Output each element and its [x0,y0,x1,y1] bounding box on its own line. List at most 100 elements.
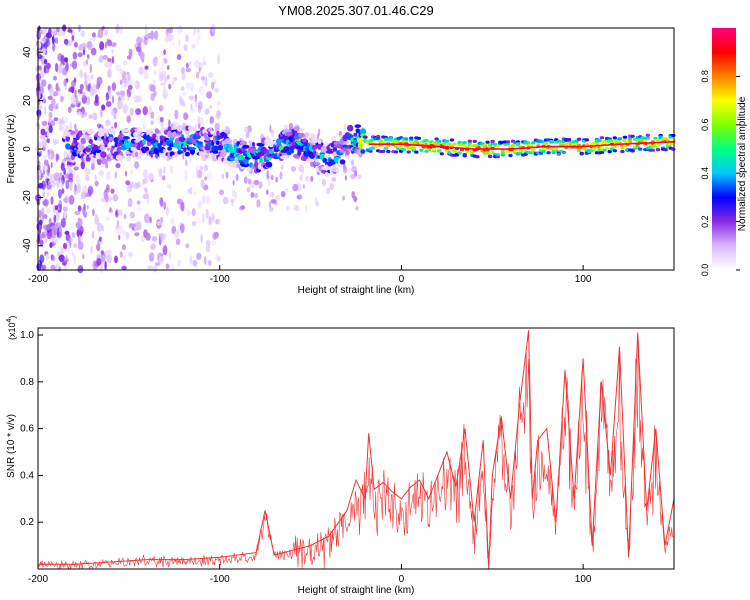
snr-frame [37,327,675,570]
heatmap-cell [225,171,229,179]
heatmap-cell [58,125,64,131]
heatmap-cell [169,165,174,174]
heatmap-cell [101,104,106,111]
heatmap-cell [127,74,131,82]
heatmap-cell [42,138,47,148]
heatmap-cell [467,139,472,143]
heatmap-cell [251,142,256,147]
heatmap-cell [434,137,439,141]
heatmap-cell [162,57,165,67]
heatmap-cell [318,144,322,148]
heatmap-cell [457,151,462,155]
heatmap-cell [163,244,168,255]
heatmap-cell [208,216,212,226]
heatmap-cell [148,172,154,181]
heatmap-cell [576,137,582,141]
heatmap-cell [554,146,559,151]
heatmap-cell [599,136,605,140]
heatmap-cell [42,190,46,198]
heatmap-cell [46,168,50,176]
heatmap-cell [189,155,192,163]
heatmap-cell [490,139,495,143]
heatmap-cell [106,147,111,151]
heatmap-cell [60,218,66,228]
heatmap-cell [329,183,335,191]
heatmap-cell [96,76,103,85]
heatmap-cell [55,139,60,144]
heatmap-cell [141,178,148,184]
spectrogram-x-tick-label: 100 [575,274,592,285]
heatmap-cell [72,30,75,36]
heatmap-cell [128,223,135,229]
heatmap-cell [194,59,201,68]
heatmap-cell [181,72,186,81]
heatmap-cell [86,40,93,51]
heatmap-cell [331,177,337,182]
heatmap-cell [671,138,676,142]
heatmap-cell [122,104,128,114]
heatmap-cell [206,91,213,99]
heatmap-cell [159,50,164,57]
heatmap-cell [84,71,87,81]
heatmap-cell [270,129,274,134]
snr-y-label: SNR (10 * v/v) [6,414,17,478]
heatmap-cell [169,216,175,225]
heatmap-cell [57,53,63,62]
heatmap-cell [94,215,100,225]
heatmap-cell [668,142,673,146]
heatmap-cell [76,111,83,116]
heatmap-cell [156,220,162,226]
heatmap-cell [302,184,305,189]
heatmap-cell [232,179,235,186]
heatmap-cell [112,193,119,202]
heatmap-cell [165,263,170,270]
heatmap-cell [200,233,203,244]
heatmap-cell [73,77,77,83]
heatmap-cell [53,75,57,81]
heatmap-cell [206,258,209,266]
colorbar-tick-label: 0.6 [700,119,710,132]
heatmap-cell [617,137,622,141]
heatmap-cell [37,141,42,148]
heatmap-cell [185,68,191,73]
heatmap-cell [51,27,57,34]
heatmap-cell [92,208,95,217]
heatmap-cell [50,196,54,205]
snr-x-tick-label: 0 [399,574,405,585]
heatmap-cell [182,153,185,160]
heatmap-cell [180,86,185,91]
heatmap-cell [51,98,56,106]
heatmap-cell [170,35,174,40]
heatmap-cell [531,141,536,145]
heatmap-cell [85,58,89,65]
heatmap-cell [135,221,142,231]
heatmap-cell [368,149,373,153]
heatmap-cell [311,144,318,150]
heatmap-cell [187,210,191,217]
snr-y-multiplier-close: ) [7,316,17,319]
heatmap-cell [140,51,145,61]
heatmap-cell [88,139,93,144]
heatmap-cell [137,205,143,212]
heatmap-cell [43,224,49,231]
heatmap-cell [84,167,90,176]
heatmap-cell [166,183,172,189]
heatmap-cell [401,147,406,152]
heatmap-cell [60,63,64,71]
heatmap-cell [69,181,73,191]
heatmap-cell [211,76,215,82]
heatmap-cell [194,135,201,140]
heatmap-cell [622,135,628,139]
heatmap-cell [85,156,91,162]
heatmap-cell [215,253,219,262]
heatmap-cell [671,133,676,138]
heatmap-cell [195,71,200,79]
heatmap-cell [161,233,165,243]
spectrogram-x-label: Height of straight line (km) [298,285,415,296]
heatmap-cell [55,211,60,222]
heatmap-cell [181,91,187,96]
heatmap-cell [42,47,46,55]
heatmap-cell [111,56,115,64]
heatmap-cell [216,130,220,136]
heatmap-cell [94,174,97,181]
